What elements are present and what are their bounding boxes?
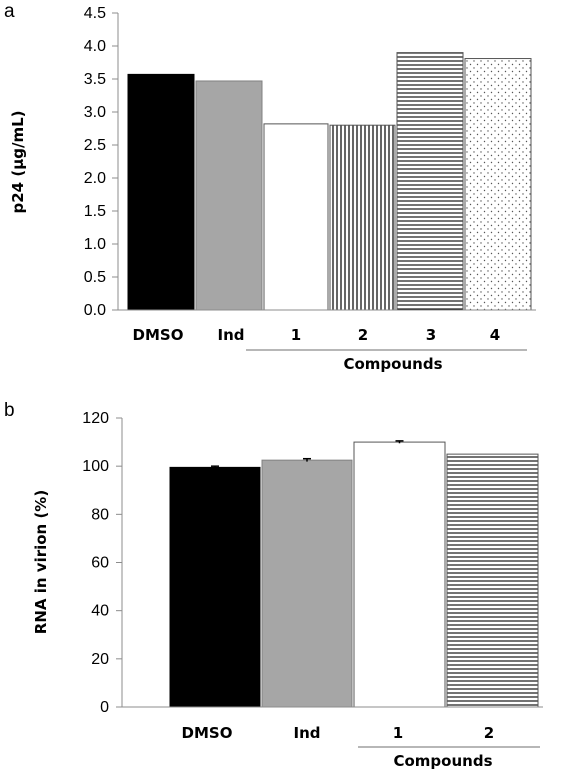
panel-b-group-label: Compounds <box>393 752 492 770</box>
bar-2 <box>329 124 396 311</box>
panel-b-bars <box>169 440 539 708</box>
category-label: Ind <box>218 326 245 344</box>
y-tick-label: 120 <box>82 410 109 427</box>
y-tick-label: 40 <box>91 603 109 620</box>
panel-a-y-ticks: 0.0 0.5 1.0 1.5 2.0 2.5 3.0 3.5 4.0 4.5 <box>84 5 118 319</box>
bar-ind <box>195 80 263 311</box>
y-tick-label: 3.0 <box>84 104 106 121</box>
panel-a-bars <box>127 52 532 311</box>
panel-a: a 0.0 0.5 1.0 1.5 2.0 2.5 3.0 3.5 4.0 4.5 DMSO Ind… <box>4 1 536 373</box>
category-label: 1 <box>291 326 301 344</box>
category-label: 1 <box>393 724 403 742</box>
category-label: 4 <box>490 326 500 344</box>
panel-b-category-labels: DMSO Ind 1 2 <box>182 724 495 742</box>
category-label: 2 <box>484 724 494 742</box>
panel-a-category-labels: DMSO Ind 1 2 3 4 <box>133 326 501 344</box>
y-tick-label: 2.0 <box>84 170 106 187</box>
bar-4 <box>464 58 532 311</box>
category-label: 3 <box>426 326 436 344</box>
y-tick-label: 0.5 <box>84 269 106 286</box>
panel-b-y-axis-label: RNA in virion (%) <box>32 490 50 634</box>
bar-3 <box>396 52 464 311</box>
panel-b-y-ticks: 0 20 40 60 80 100 120 <box>82 410 122 716</box>
y-tick-label: 0.0 <box>84 302 106 319</box>
bar-1 <box>263 123 329 311</box>
bar-ind <box>261 459 353 708</box>
panel-a-group-label: Compounds <box>343 355 442 373</box>
panel-letter-a: a <box>4 1 15 22</box>
y-tick-label: 100 <box>82 458 109 475</box>
y-tick-label: 3.5 <box>84 71 106 88</box>
y-tick-label: 60 <box>91 555 109 572</box>
bar-1 <box>353 441 446 708</box>
y-tick-label: 1.5 <box>84 203 106 220</box>
bar-dmso <box>169 466 261 708</box>
y-tick-label: 1.0 <box>84 236 106 253</box>
panel-letter-b: b <box>4 400 15 421</box>
bar-2 <box>446 453 539 708</box>
category-label: Ind <box>294 724 321 742</box>
y-tick-label: 80 <box>91 506 109 523</box>
panel-b: b 0 20 40 60 80 100 120 DMSO Ind 1 2 Compounds RN… <box>4 400 543 770</box>
y-tick-label: 4.5 <box>84 5 106 22</box>
category-label: 2 <box>358 326 368 344</box>
category-label: DMSO <box>133 326 184 344</box>
panel-a-y-axis-label: p24 (μg/mL) <box>9 111 27 214</box>
y-tick-label: 0 <box>100 699 109 716</box>
y-tick-label: 20 <box>91 651 109 668</box>
category-label: DMSO <box>182 724 233 742</box>
y-tick-label: 2.5 <box>84 137 106 154</box>
y-tick-label: 4.0 <box>84 38 106 55</box>
bar-dmso <box>127 73 195 311</box>
